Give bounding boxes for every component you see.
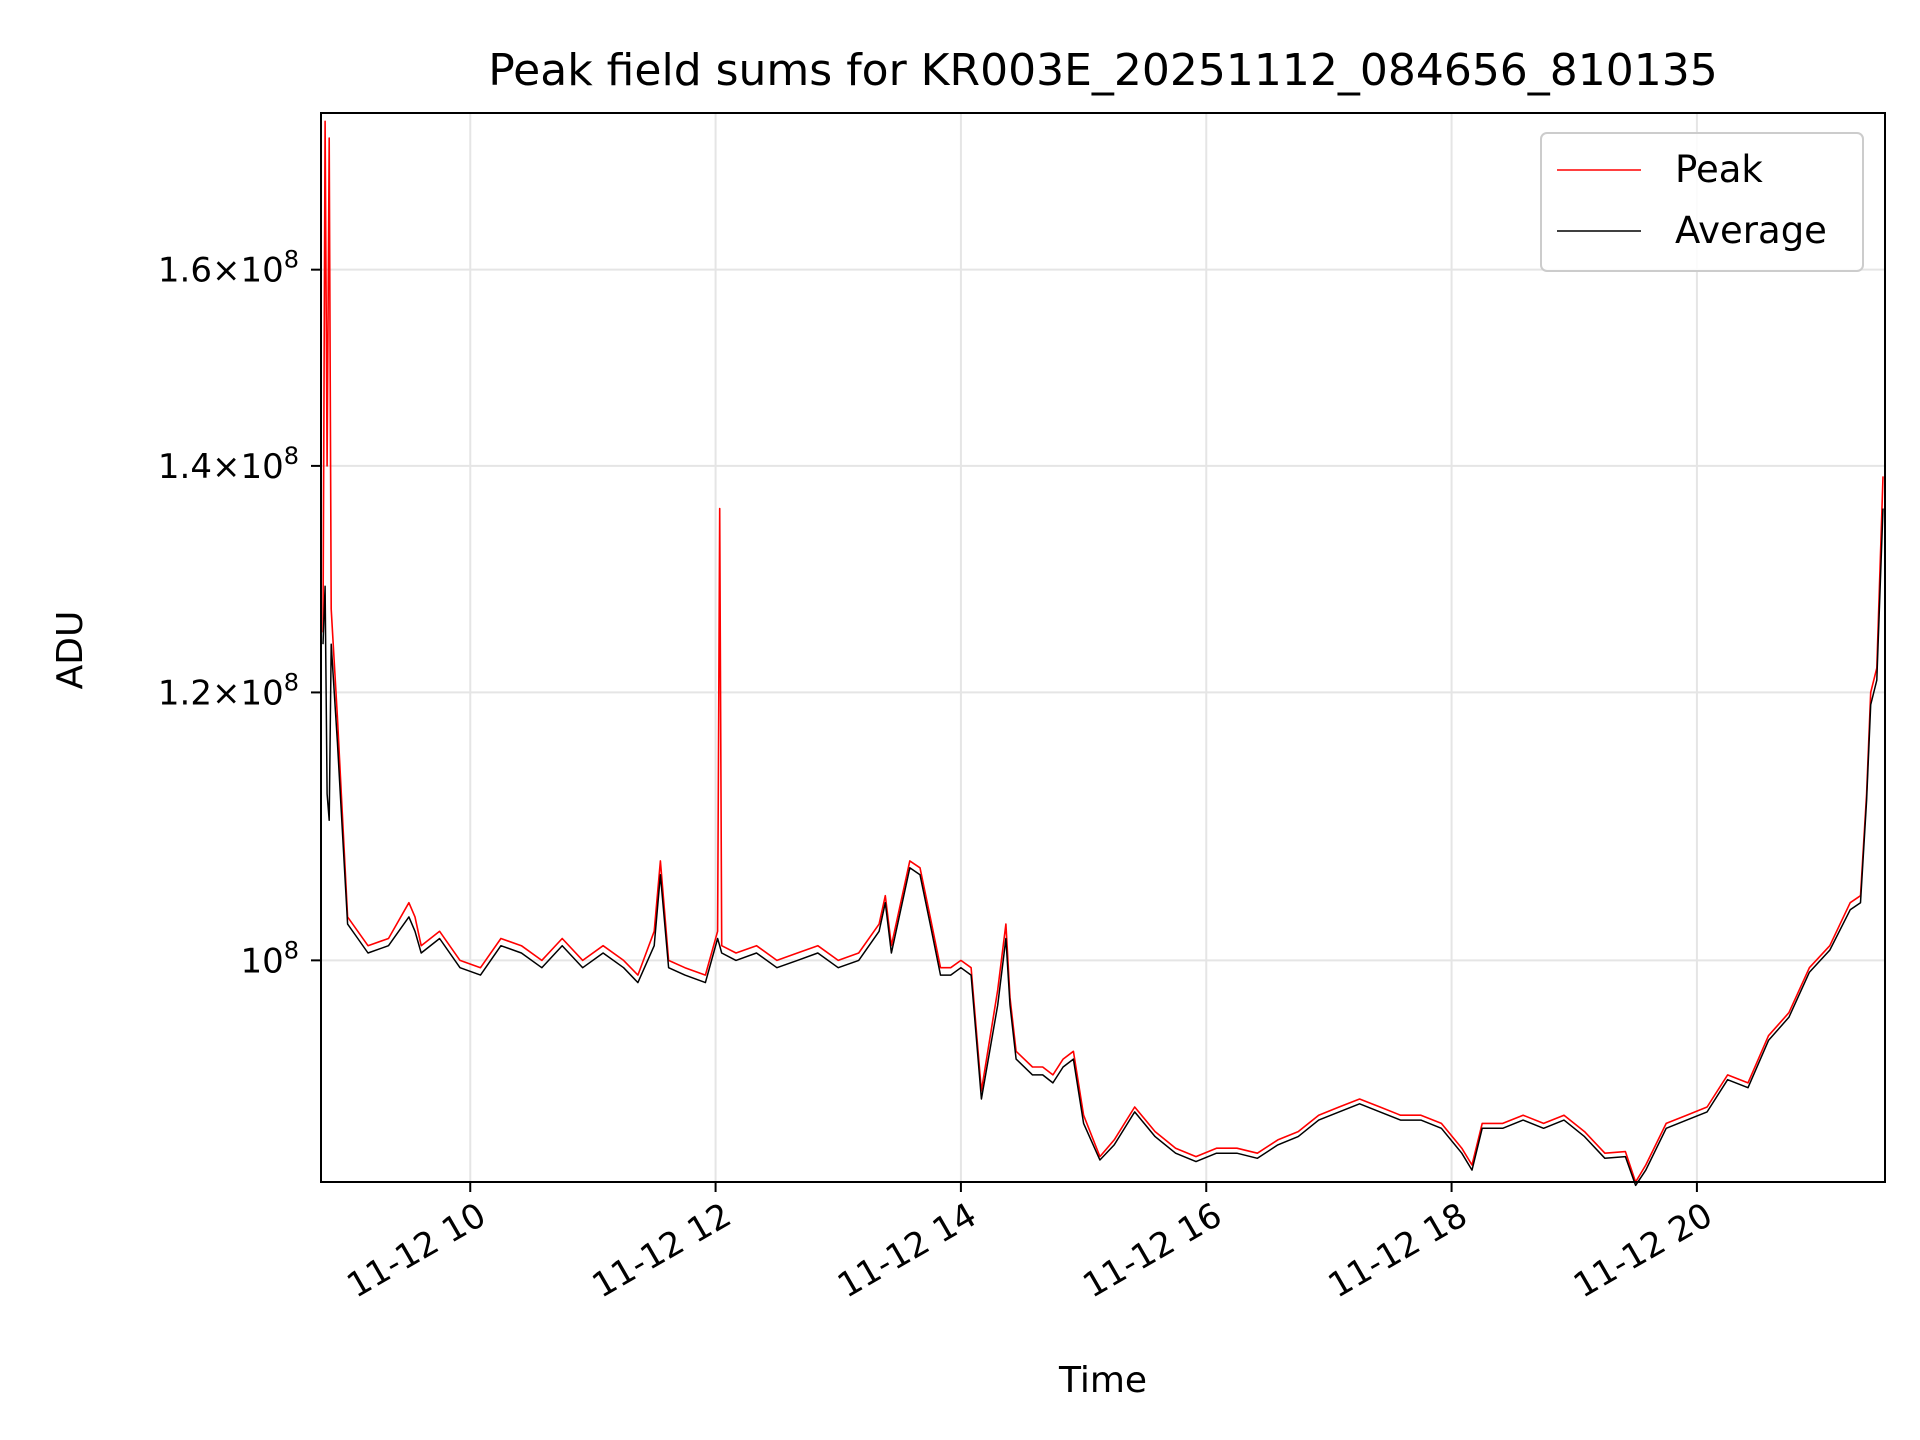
y-axis-label: ADU xyxy=(50,611,91,690)
y-axis-ticks: 108 1.2×108 1.4×108 1.6×108 xyxy=(158,246,321,981)
legend-label-peak: Peak xyxy=(1675,148,1763,191)
legend: Peak Average xyxy=(1540,132,1864,272)
series-line-average xyxy=(322,508,1884,1187)
legend-box xyxy=(1540,132,1864,272)
x-axis-label: Time xyxy=(1058,1360,1147,1401)
y-tick-label: 108 xyxy=(240,936,299,981)
y-tick-label: 1.2×108 xyxy=(158,668,299,713)
legend-label-average: Average xyxy=(1675,209,1827,252)
y-tick-label: 1.4×108 xyxy=(158,442,299,487)
chart-title: Peak field sums for KR003E_20251112_0846… xyxy=(488,45,1718,96)
plot-frame xyxy=(320,112,1886,1183)
y-tick-label: 1.6×108 xyxy=(158,246,299,291)
series-lines xyxy=(322,120,1884,1187)
